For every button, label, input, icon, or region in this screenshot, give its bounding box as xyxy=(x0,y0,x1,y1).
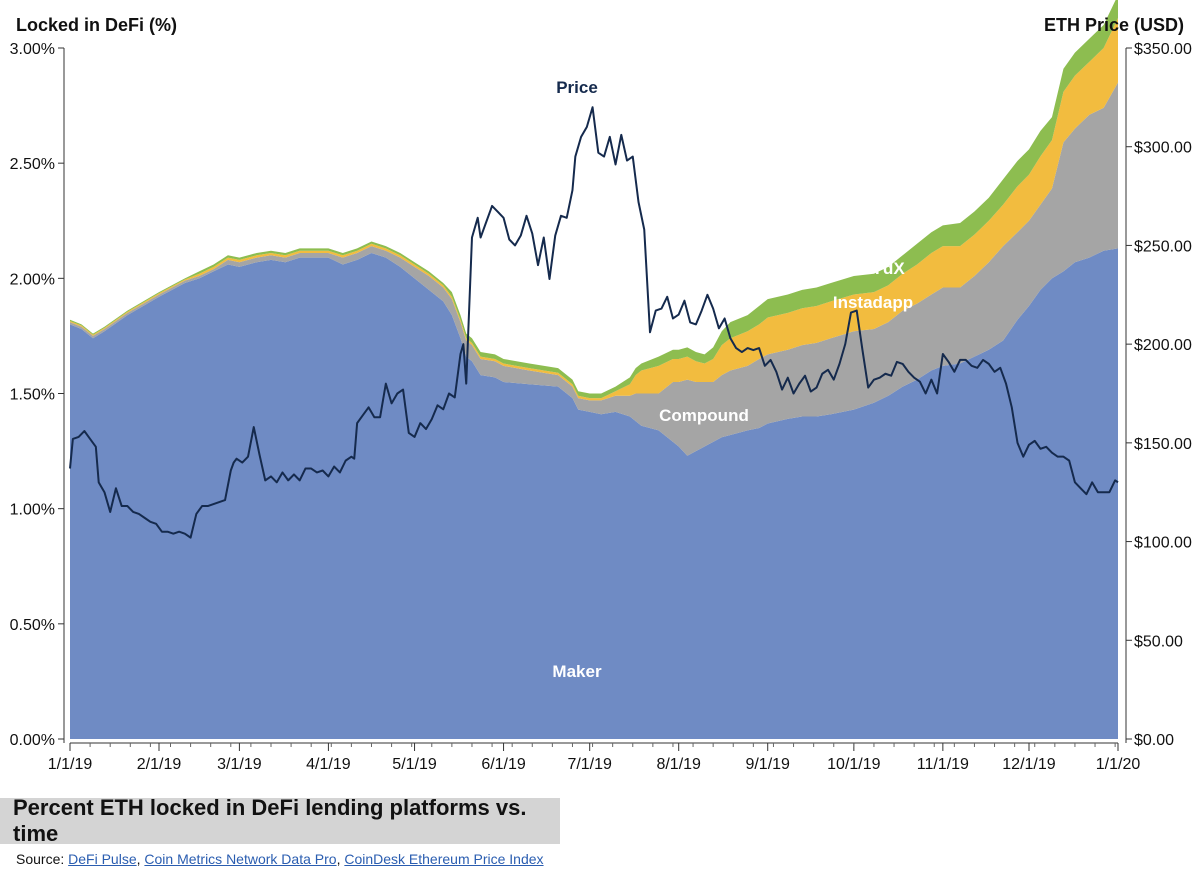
left-tick-label: 2.50% xyxy=(10,156,55,173)
source-separator: , xyxy=(136,851,145,867)
series-label-dydx: dYdX xyxy=(861,259,905,278)
source-link-coin-metrics[interactable]: Coin Metrics Network Data Pro xyxy=(144,851,337,867)
source-prefix: Source: xyxy=(16,851,69,867)
x-tick-label: 5/1/19 xyxy=(392,756,437,773)
area-compound xyxy=(70,82,1118,456)
series-label-compound: Compound xyxy=(659,406,749,425)
series-label-maker: Maker xyxy=(552,662,602,681)
x-tick-label: 9/1/19 xyxy=(745,756,790,773)
price-line-group xyxy=(69,106,1119,539)
stacked-area-group xyxy=(70,0,1118,739)
right-tick-label: $250.00 xyxy=(1134,238,1192,255)
right-axis-title: ETH Price (USD) xyxy=(1044,15,1184,35)
left-tick-label: 0.00% xyxy=(10,732,55,749)
x-tick-label: 1/1/19 xyxy=(48,756,93,773)
x-tick-label: 12/1/19 xyxy=(1002,756,1055,773)
right-tick-label: $0.00 xyxy=(1134,732,1174,749)
source-line: Source: DeFi Pulse, Coin Metrics Network… xyxy=(16,851,544,867)
source-link-coindesk[interactable]: CoinDesk Ethereum Price Index xyxy=(344,851,544,867)
source-link-defi-pulse[interactable]: DeFi Pulse xyxy=(68,851,137,867)
left-tick-label: 1.50% xyxy=(10,387,55,404)
right-tick-label: $150.00 xyxy=(1134,436,1192,453)
caption-box: Percent ETH locked in DeFi lending platf… xyxy=(0,795,560,846)
x-tick-label: 7/1/19 xyxy=(567,756,612,773)
price-line xyxy=(69,106,1119,539)
x-tick-label: 4/1/19 xyxy=(306,756,351,773)
area-maker xyxy=(70,248,1118,739)
x-tick-label: 11/1/19 xyxy=(917,756,969,773)
series-label-price: Price xyxy=(556,78,598,97)
defi-chart: 0.00% 0.50% 1.00% 1.50% 2.00% 2.50% 3.00% $0.00… xyxy=(10,0,1192,773)
right-tick-label: $200.00 xyxy=(1134,337,1192,354)
left-tick-label: 1.00% xyxy=(10,502,55,519)
left-tick-label: 0.50% xyxy=(10,617,55,634)
x-tick-label: 10/1/19 xyxy=(827,756,880,773)
x-tick-label: 6/1/19 xyxy=(481,756,526,773)
series-labels-group: Price dYdX Instadapp Compound Maker xyxy=(552,78,913,681)
left-tick-label: 3.00% xyxy=(10,41,55,58)
caption-title: Percent ETH locked in DeFi lending platf… xyxy=(13,795,527,846)
x-tick-label: 3/1/19 xyxy=(217,756,262,773)
right-tick-label: $100.00 xyxy=(1134,535,1192,552)
axes-group: 0.00% 0.50% 1.00% 1.50% 2.00% 2.50% 3.00% $0.00… xyxy=(10,41,1192,773)
right-tick-label: $350.00 xyxy=(1134,41,1192,58)
right-tick-label: $50.00 xyxy=(1134,633,1183,650)
area-instadapp xyxy=(70,18,1118,401)
source-separator: , xyxy=(336,851,345,867)
left-tick-label: 2.00% xyxy=(10,271,55,288)
x-tick-label: 2/1/19 xyxy=(137,756,182,773)
right-tick-label: $300.00 xyxy=(1134,140,1192,157)
series-label-instadapp: Instadapp xyxy=(833,293,913,312)
x-tick-label: 8/1/19 xyxy=(656,756,701,773)
left-axis-title: Locked in DeFi (%) xyxy=(16,15,177,35)
x-tick-label: 1/1/20 xyxy=(1096,756,1141,773)
